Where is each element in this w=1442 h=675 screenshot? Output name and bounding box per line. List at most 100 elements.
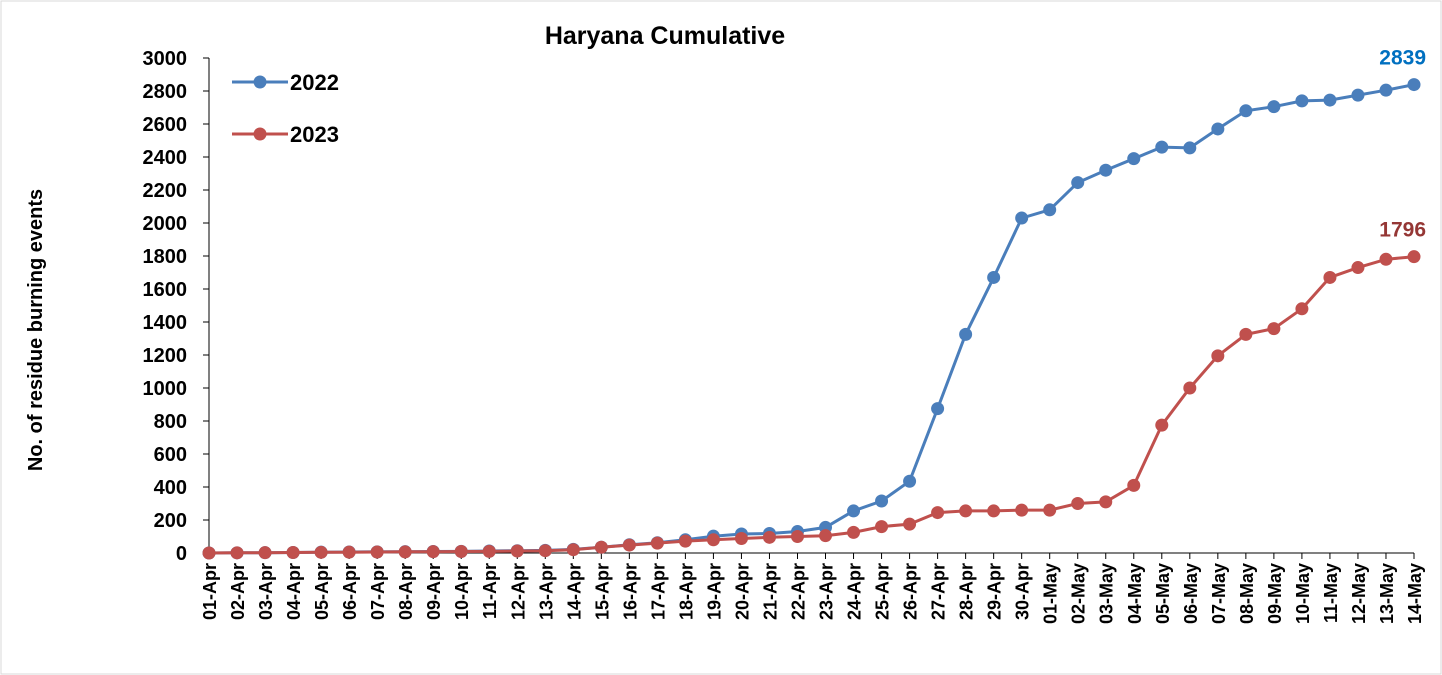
data-point bbox=[1071, 497, 1085, 510]
x-tick-label: 26-Apr bbox=[901, 563, 921, 620]
x-tick-label: 02-May bbox=[1069, 563, 1089, 624]
x-tick-label: 01-Apr bbox=[200, 563, 220, 620]
data-point bbox=[1155, 140, 1169, 154]
data-point bbox=[1267, 322, 1281, 336]
data-point bbox=[1043, 203, 1057, 217]
x-tick-label: 21-Apr bbox=[760, 563, 780, 620]
y-tick-label: 2000 bbox=[143, 213, 188, 235]
data-point bbox=[875, 520, 889, 534]
data-point bbox=[202, 546, 216, 560]
data-point bbox=[819, 529, 833, 543]
x-tick-label: 08-May bbox=[1237, 563, 1257, 624]
data-point bbox=[1323, 270, 1337, 284]
y-tick-label: 1600 bbox=[143, 279, 188, 301]
x-tick-label: 07-Apr bbox=[368, 563, 388, 620]
x-tick-label: 04-Apr bbox=[284, 563, 304, 620]
data-point bbox=[510, 544, 524, 558]
data-point bbox=[1379, 252, 1393, 266]
y-tick-label: 600 bbox=[154, 444, 187, 466]
x-tick-label: 08-Apr bbox=[396, 563, 416, 620]
data-point bbox=[987, 504, 1001, 518]
x-tick-label: 13-May bbox=[1377, 563, 1397, 624]
data-point bbox=[370, 545, 384, 559]
data-point bbox=[258, 546, 272, 560]
data-point bbox=[931, 402, 945, 416]
x-tick-label: 12-Apr bbox=[508, 563, 528, 620]
data-point bbox=[1099, 163, 1113, 177]
data-point bbox=[987, 270, 1001, 284]
x-tick-label: 05-May bbox=[1153, 563, 1173, 624]
x-tick-label: 15-Apr bbox=[592, 563, 612, 620]
x-tick-label: 23-Apr bbox=[817, 563, 837, 620]
data-point bbox=[314, 545, 328, 559]
data-point bbox=[1295, 94, 1309, 108]
x-tick-label: 16-Apr bbox=[620, 563, 640, 620]
data-point bbox=[1183, 141, 1197, 155]
data-point bbox=[847, 504, 861, 518]
legend-label: 2023 bbox=[290, 122, 339, 147]
data-point bbox=[959, 327, 973, 341]
x-tick-label: 14-May bbox=[1405, 563, 1425, 624]
y-tick-label: 1000 bbox=[143, 378, 188, 400]
data-point bbox=[1071, 176, 1085, 190]
x-tick-label: 11-May bbox=[1321, 563, 1341, 623]
data-point bbox=[1015, 211, 1029, 225]
data-point bbox=[847, 525, 861, 539]
data-label: 1796 bbox=[1379, 219, 1426, 242]
chart-title: Haryana Cumulative bbox=[545, 22, 785, 50]
data-point bbox=[1239, 104, 1253, 118]
data-point bbox=[678, 534, 692, 548]
data-point bbox=[1379, 83, 1393, 97]
x-tick-label: 10-Apr bbox=[452, 563, 472, 620]
x-tick-label: 19-Apr bbox=[704, 563, 724, 620]
x-tick-label: 06-Apr bbox=[340, 563, 360, 620]
x-tick-label: 25-Apr bbox=[873, 563, 893, 620]
x-tick-label: 04-May bbox=[1125, 563, 1145, 624]
data-point bbox=[1155, 418, 1169, 432]
x-tick-label: 24-Apr bbox=[845, 563, 865, 620]
y-tick-label: 1800 bbox=[143, 246, 188, 268]
data-point bbox=[734, 531, 748, 545]
data-point bbox=[538, 544, 552, 558]
x-tick-label: 07-May bbox=[1209, 563, 1229, 624]
data-point bbox=[1239, 327, 1253, 341]
y-tick-label: 2200 bbox=[143, 180, 188, 202]
y-tick-label: 2400 bbox=[143, 147, 188, 169]
data-point bbox=[1323, 93, 1337, 107]
x-tick-label: 14-Apr bbox=[564, 563, 584, 620]
x-tick-label: 01-May bbox=[1041, 563, 1061, 624]
data-point bbox=[286, 546, 300, 560]
data-point bbox=[426, 545, 440, 559]
x-tick-label: 30-Apr bbox=[1013, 563, 1033, 620]
data-point bbox=[1351, 261, 1365, 275]
data-point bbox=[1407, 78, 1421, 92]
data-point bbox=[1351, 88, 1365, 102]
data-point bbox=[1043, 503, 1057, 517]
data-point bbox=[230, 546, 244, 560]
x-tick-label: 03-May bbox=[1097, 563, 1117, 624]
x-tick-label: 29-Apr bbox=[985, 563, 1005, 620]
data-point bbox=[959, 504, 973, 518]
y-tick-label: 3000 bbox=[143, 48, 188, 70]
data-point bbox=[790, 530, 804, 543]
data-point bbox=[1099, 495, 1113, 509]
data-point bbox=[1295, 302, 1309, 316]
data-point bbox=[903, 474, 917, 488]
x-tick-label: 27-Apr bbox=[929, 563, 949, 620]
data-point bbox=[1407, 250, 1421, 264]
data-point bbox=[706, 533, 720, 547]
data-point bbox=[482, 544, 496, 558]
data-point bbox=[875, 494, 889, 508]
data-point bbox=[594, 540, 608, 554]
x-tick-label: 11-Apr bbox=[480, 563, 500, 619]
x-tick-label: 10-May bbox=[1293, 563, 1313, 624]
data-point bbox=[762, 530, 776, 544]
y-tick-label: 1200 bbox=[143, 345, 188, 367]
data-label: 2839 bbox=[1379, 47, 1426, 70]
y-tick-label: 2600 bbox=[143, 114, 188, 136]
data-point bbox=[1211, 349, 1225, 363]
data-point bbox=[1015, 503, 1029, 517]
x-tick-label: 17-Apr bbox=[648, 563, 668, 620]
data-point bbox=[1183, 381, 1197, 395]
